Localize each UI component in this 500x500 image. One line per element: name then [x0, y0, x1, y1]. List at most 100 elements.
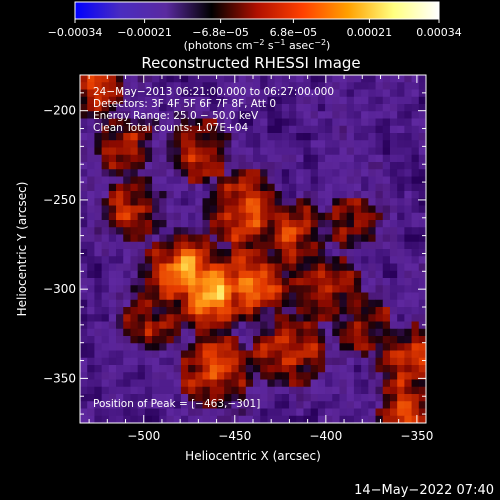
heatmap-cell: [144, 278, 153, 286]
heatmap-cell: [411, 415, 420, 423]
heatmap-cell: [389, 133, 398, 141]
heatmap-cell: [404, 147, 412, 156]
heatmap-cell: [289, 299, 297, 308]
heatmap-cell: [130, 401, 139, 409]
heatmap-cell: [296, 365, 304, 373]
heatmap-cell: [317, 89, 326, 98]
heatmap-cell: [310, 270, 319, 279]
heatmap-cell: [346, 285, 355, 293]
heatmap-cell: [332, 241, 340, 250]
heatmap-cell: [180, 234, 189, 243]
heatmap-cell: [375, 408, 384, 417]
heatmap-cell: [296, 328, 304, 337]
heatmap-cell: [144, 401, 153, 409]
heatmap-cell: [216, 89, 225, 98]
heatmap-cell: [224, 75, 232, 83]
heatmap-cell: [382, 263, 391, 272]
heatmap-cell: [80, 118, 88, 127]
heatmap-cell: [137, 278, 146, 286]
heatmap-cell: [80, 154, 88, 163]
heatmap-cell: [238, 162, 247, 170]
heatmap-cell: [195, 328, 203, 337]
heatmap-cell: [260, 147, 268, 156]
heatmap-cell: [404, 220, 412, 228]
heatmap-cell: [180, 249, 189, 257]
heatmap-cell: [260, 307, 268, 315]
heatmap-cell: [375, 365, 384, 373]
heatmap-cell: [361, 386, 369, 395]
heatmap-cell: [224, 220, 232, 228]
heatmap-cell: [238, 176, 247, 185]
heatmap-cell: [274, 162, 283, 170]
heatmap-cell: [317, 336, 326, 344]
heatmap-cell: [361, 321, 369, 330]
heatmap-cell: [389, 234, 398, 243]
heatmap-cell: [325, 328, 333, 337]
heatmap-cell: [296, 198, 304, 206]
heatmap-cell: [101, 147, 110, 156]
heatmap-cell: [353, 125, 362, 134]
heatmap-cell: [123, 104, 131, 112]
heatmap-cell: [130, 307, 139, 315]
heatmap-cell: [166, 394, 175, 402]
heatmap-cell: [361, 212, 369, 221]
heatmap-cell: [339, 212, 348, 221]
heatmap-cell: [173, 96, 182, 105]
heatmap-cell: [231, 82, 239, 90]
heatmap-cell: [130, 249, 139, 257]
heatmap-cell: [123, 328, 131, 337]
heatmap-cell: [353, 212, 362, 221]
heatmap-cell: [332, 234, 340, 243]
heatmap-cell: [281, 140, 290, 148]
heatmap-cell: [317, 111, 326, 119]
heatmap-cell: [108, 82, 117, 90]
heatmap-cell: [238, 89, 247, 98]
heatmap-cell: [101, 394, 110, 402]
heatmap-cell: [87, 292, 95, 301]
heatmap-cell: [108, 350, 117, 359]
heatmap-cell: [404, 299, 412, 308]
heatmap-cell: [260, 140, 268, 148]
heatmap-cell: [274, 408, 283, 417]
heatmap-cell: [353, 198, 362, 206]
heatmap-cell: [397, 104, 405, 112]
heatmap-cell: [361, 350, 369, 359]
heatmap-cell: [173, 220, 182, 228]
heatmap-cell: [339, 336, 348, 344]
heatmap-cell: [375, 75, 384, 83]
heatmap-cell: [180, 205, 189, 214]
heatmap-cell: [224, 241, 232, 250]
heatmap-cell: [80, 263, 88, 272]
heatmap-cell: [188, 386, 196, 395]
x-axis-label: Heliocentric X (arcsec): [185, 449, 321, 463]
heatmap-cell: [382, 394, 391, 402]
heatmap-cell: [173, 140, 182, 148]
heatmap-cell: [260, 220, 268, 228]
heatmap-cell: [353, 89, 362, 98]
heatmap-cell: [87, 227, 95, 235]
heatmap-cell: [325, 292, 333, 301]
heatmap-cell: [144, 365, 153, 373]
heatmap-cell: [209, 75, 218, 83]
heatmap-cell: [303, 314, 312, 322]
heatmap-cell: [397, 321, 405, 330]
heatmap-cell: [245, 270, 254, 279]
heatmap-cell: [144, 183, 153, 192]
heatmap-cell: [404, 314, 412, 322]
heatmap-cell: [188, 343, 196, 351]
heatmap-cell: [159, 96, 167, 105]
heatmap-cell: [188, 140, 196, 148]
heatmap-cell: [209, 191, 218, 199]
heatmap-cell: [418, 169, 426, 177]
heatmap-cell: [382, 299, 391, 308]
heatmap-cell: [289, 118, 297, 127]
heatmap-cell: [209, 125, 218, 134]
heatmap-cell: [144, 263, 153, 272]
heatmap-cell: [274, 292, 283, 301]
heatmap-cell: [173, 336, 182, 344]
heatmap-cell: [404, 365, 412, 373]
heatmap-cell: [173, 104, 182, 112]
heatmap-cell: [418, 350, 426, 359]
heatmap-cell: [202, 140, 211, 148]
heatmap-cell: [389, 256, 398, 264]
